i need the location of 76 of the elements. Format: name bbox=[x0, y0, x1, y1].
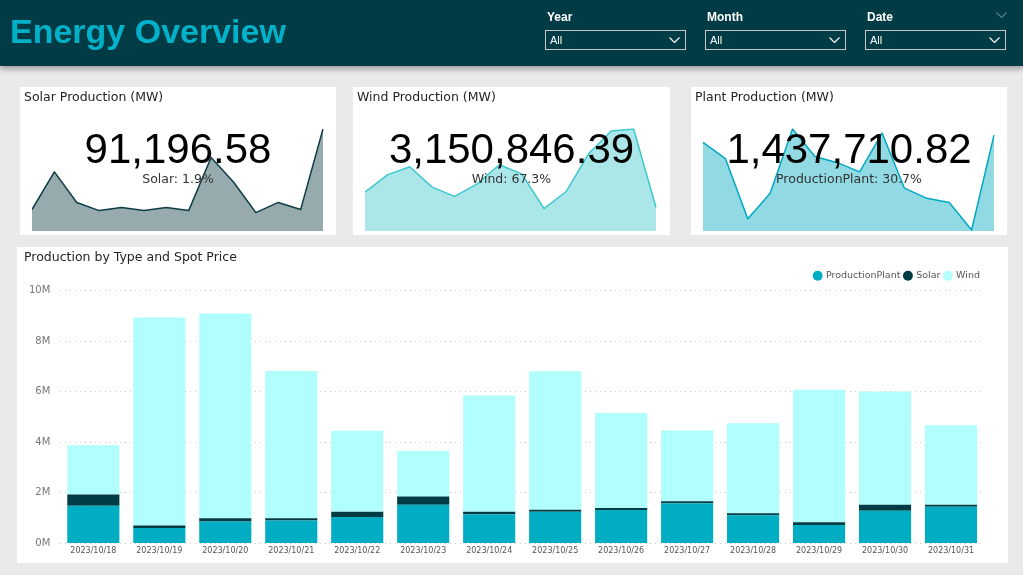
legend-label: Solar bbox=[916, 269, 941, 281]
bar bbox=[67, 494, 120, 506]
x-tick-label: 2023/10/25 bbox=[532, 546, 579, 556]
bar bbox=[529, 511, 582, 543]
bar bbox=[661, 503, 714, 543]
text: Energy Overview bbox=[10, 12, 286, 51]
bar bbox=[661, 501, 714, 504]
x-tick-label: 2023/10/23 bbox=[400, 546, 447, 556]
bar bbox=[331, 430, 384, 512]
bar bbox=[265, 370, 318, 519]
chart-title: Plant Production (MW) bbox=[695, 89, 834, 104]
text: Date bbox=[867, 10, 894, 24]
bar bbox=[463, 514, 516, 543]
bar bbox=[397, 504, 450, 543]
bar bbox=[661, 430, 714, 502]
chart-title: Production by Type and Spot Price bbox=[24, 249, 237, 264]
bar bbox=[265, 518, 318, 521]
bar bbox=[133, 317, 186, 526]
bar bbox=[793, 389, 846, 523]
y-tick-label: 8M bbox=[35, 334, 51, 346]
x-tick-label: 2023/10/24 bbox=[466, 546, 513, 556]
chart-title: Wind Production (MW) bbox=[357, 89, 496, 104]
bar bbox=[924, 425, 978, 505]
bar bbox=[924, 504, 978, 507]
annotation: 91,196.58 bbox=[83, 125, 273, 173]
y-tick-label: 4M bbox=[35, 435, 51, 447]
x-tick-label: 2023/10/19 bbox=[136, 546, 183, 556]
bar bbox=[397, 451, 450, 497]
bar bbox=[67, 505, 120, 543]
bar bbox=[595, 510, 648, 543]
bar bbox=[133, 525, 186, 528]
x-tick-label: 2023/10/21 bbox=[268, 546, 315, 556]
x-tick-label: 2023/10/30 bbox=[861, 546, 909, 556]
bar bbox=[858, 510, 912, 543]
bar bbox=[199, 313, 252, 519]
x-tick-label: 2023/10/20 bbox=[202, 546, 249, 556]
bar bbox=[924, 506, 978, 543]
y-tick-label: 10M bbox=[28, 284, 51, 296]
y-tick-label: 2M bbox=[35, 486, 51, 498]
x-tick-label: 2023/10/28 bbox=[730, 546, 777, 556]
bar bbox=[199, 521, 252, 543]
text: All bbox=[870, 34, 883, 46]
x-tick-label: 2023/10/27 bbox=[664, 546, 711, 556]
bar bbox=[331, 517, 384, 543]
y-tick-label: 0M bbox=[35, 536, 51, 548]
x-tick-label: 2023/10/22 bbox=[334, 546, 381, 556]
x-tick-label: 2023/10/18 bbox=[70, 546, 117, 556]
text: Month bbox=[707, 10, 743, 24]
bar bbox=[727, 515, 780, 543]
bar bbox=[397, 496, 450, 505]
legend-label: Wind bbox=[956, 269, 981, 281]
text: Year bbox=[547, 10, 573, 24]
bar bbox=[199, 518, 252, 522]
bar bbox=[727, 513, 780, 516]
bar bbox=[529, 509, 582, 512]
x-tick-label: 2023/10/29 bbox=[796, 546, 843, 556]
x-tick-label: 2023/10/26 bbox=[598, 546, 645, 556]
bar bbox=[67, 445, 120, 495]
bar bbox=[858, 504, 912, 511]
bar bbox=[727, 423, 780, 514]
bar bbox=[265, 520, 318, 543]
chart-title: Solar Production (MW) bbox=[24, 89, 164, 104]
legend-label: ProductionPlant bbox=[825, 269, 901, 281]
y-tick-label: 6M bbox=[35, 385, 51, 397]
x-tick-label: 2023/10/31 bbox=[927, 546, 975, 556]
bar bbox=[793, 524, 846, 543]
text: All bbox=[550, 34, 563, 46]
bar bbox=[793, 522, 846, 525]
text: All bbox=[710, 34, 723, 46]
bar bbox=[595, 507, 648, 511]
bar bbox=[133, 527, 186, 543]
bar bbox=[331, 511, 384, 518]
bar bbox=[858, 391, 912, 505]
bar bbox=[463, 395, 516, 512]
bar bbox=[595, 412, 648, 508]
bar bbox=[529, 371, 582, 510]
